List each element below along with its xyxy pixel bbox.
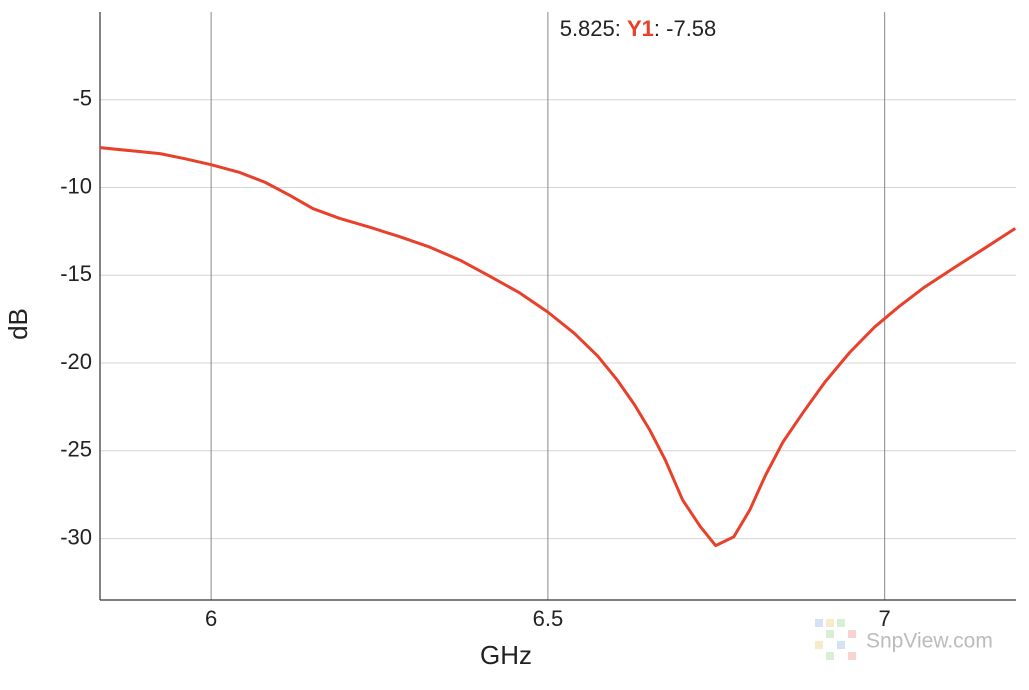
- x-tick-label: 7: [879, 606, 891, 631]
- x-axis-label: GHz: [480, 640, 532, 670]
- y-tick-label: -10: [60, 173, 92, 198]
- x-tick-label: 6: [205, 606, 217, 631]
- y-tick-label: -30: [60, 524, 92, 549]
- cursor-series: Y1: [627, 16, 654, 41]
- x-tick-label: 6.5: [533, 606, 564, 631]
- y-tick-label: -5: [72, 86, 92, 111]
- series-line: [99, 146, 1017, 548]
- y-tick-label: -15: [60, 261, 92, 286]
- cursor-x: 5.825:: [560, 16, 627, 41]
- cursor-readout: 5.825: Y1: -7.58: [560, 16, 717, 41]
- y-tick-label: -20: [60, 349, 92, 374]
- cursor-y: : -7.58: [654, 16, 716, 41]
- watermark: SnpView.com: [866, 630, 993, 653]
- watermark-logo: [815, 619, 856, 660]
- y-tick-label: -25: [60, 437, 92, 462]
- y-axis-label: dB: [3, 308, 33, 340]
